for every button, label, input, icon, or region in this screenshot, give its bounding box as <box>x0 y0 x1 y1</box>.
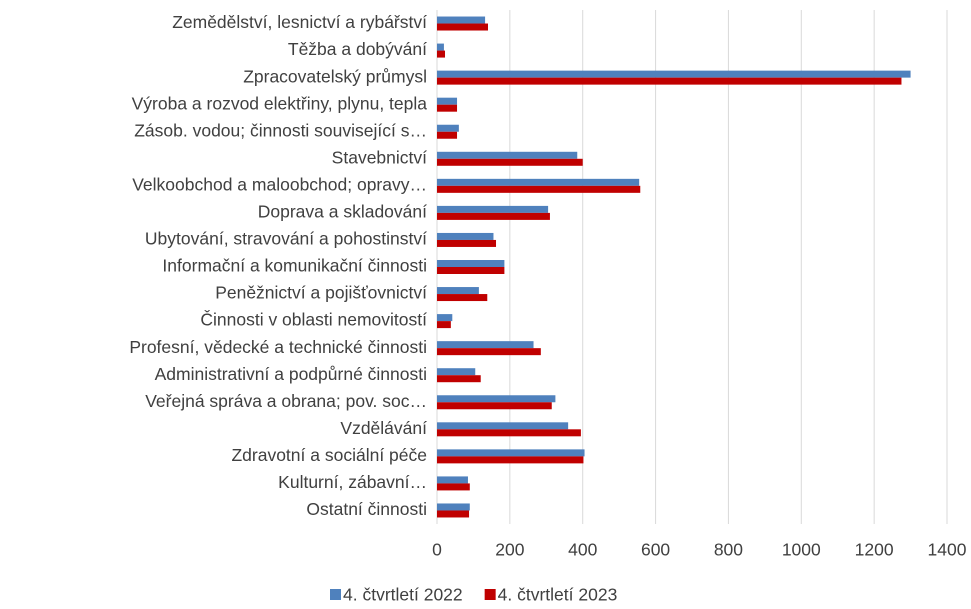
bar <box>437 124 459 132</box>
bar <box>437 205 549 213</box>
y-tick-label: Informační a komunikační činnosti <box>162 256 427 276</box>
bar <box>437 267 505 274</box>
x-tick-label: 200 <box>495 540 524 560</box>
y-tick-label: Doprava a skladování <box>258 202 427 222</box>
bar <box>437 43 444 51</box>
bar <box>437 260 505 267</box>
bar <box>437 70 911 78</box>
bar <box>437 449 585 457</box>
legend-label: 4. čtvrtletí 2023 <box>498 585 618 605</box>
bar <box>437 476 468 484</box>
y-tick-label: Zemědělství, lesnictví a rybářství <box>172 12 427 32</box>
y-tick-label: Ostatní činnosti <box>306 499 427 519</box>
x-tick-label: 0 <box>432 540 442 560</box>
bar <box>437 510 470 518</box>
bar <box>437 185 641 193</box>
y-tick-label: Velkoobchod a maloobchod; opravy… <box>132 174 427 194</box>
y-tick-label: Zdravotní a sociální péče <box>231 445 427 465</box>
bar <box>437 395 556 403</box>
x-tick-label: 1200 <box>855 540 894 560</box>
bar <box>437 368 476 376</box>
bar <box>437 314 453 322</box>
bar <box>437 131 458 139</box>
bar <box>437 294 488 302</box>
bar <box>437 77 902 85</box>
x-tick-label: 1400 <box>928 540 967 560</box>
bar <box>437 158 583 166</box>
y-tick-label: Ubytování, stravování a pohostinství <box>145 229 427 249</box>
bar <box>437 456 584 464</box>
y-tick-label: Profesní, vědecké a technické činnosti <box>129 337 427 357</box>
bar <box>437 104 458 112</box>
bar <box>437 232 494 240</box>
x-tick-label: 600 <box>641 540 670 560</box>
bar <box>437 375 481 383</box>
y-tick-label: Peněžnictví a pojišťovnictví <box>215 283 427 303</box>
bar <box>437 402 552 410</box>
y-tick-label: Činnosti v oblasti nemovitostí <box>200 309 427 330</box>
bar <box>437 97 458 105</box>
y-tick-label: Zásob. vodou; činnosti související s… <box>134 120 427 140</box>
y-tick-label: Výroba a rozvod elektřiny, plynu, tepla <box>132 93 428 113</box>
x-tick-label: 1000 <box>782 540 821 560</box>
bar <box>437 16 486 24</box>
bar <box>437 50 446 58</box>
y-tick-label: Těžba a dobývání <box>288 39 427 59</box>
x-tick-label: 800 <box>714 540 743 560</box>
bar <box>437 23 488 31</box>
bar <box>437 503 470 511</box>
legend-swatch <box>484 589 496 600</box>
bar <box>437 348 541 356</box>
bar <box>437 422 569 430</box>
bar <box>437 212 550 220</box>
bar <box>437 321 451 329</box>
bar <box>437 239 497 247</box>
y-tick-label: Zpracovatelský průmysl <box>243 66 427 86</box>
y-tick-label: Stavebnictví <box>332 147 427 167</box>
y-tick-label: Kulturní, zábavní… <box>278 472 427 492</box>
legend-swatch <box>330 589 341 600</box>
bar <box>437 429 581 437</box>
legend-label: 4. čtvrtletí 2022 <box>343 585 463 605</box>
bar <box>437 151 578 159</box>
y-tick-label: Veřejná správa a obrana; pov. soc… <box>145 391 427 411</box>
bar <box>437 341 534 349</box>
bar <box>437 483 470 491</box>
x-tick-label: 400 <box>568 540 597 560</box>
bar <box>437 178 640 186</box>
y-tick-label: Administrativní a podpůrné činnosti <box>155 364 427 384</box>
bar <box>437 287 479 295</box>
y-tick-label: Vzdělávání <box>340 418 427 438</box>
